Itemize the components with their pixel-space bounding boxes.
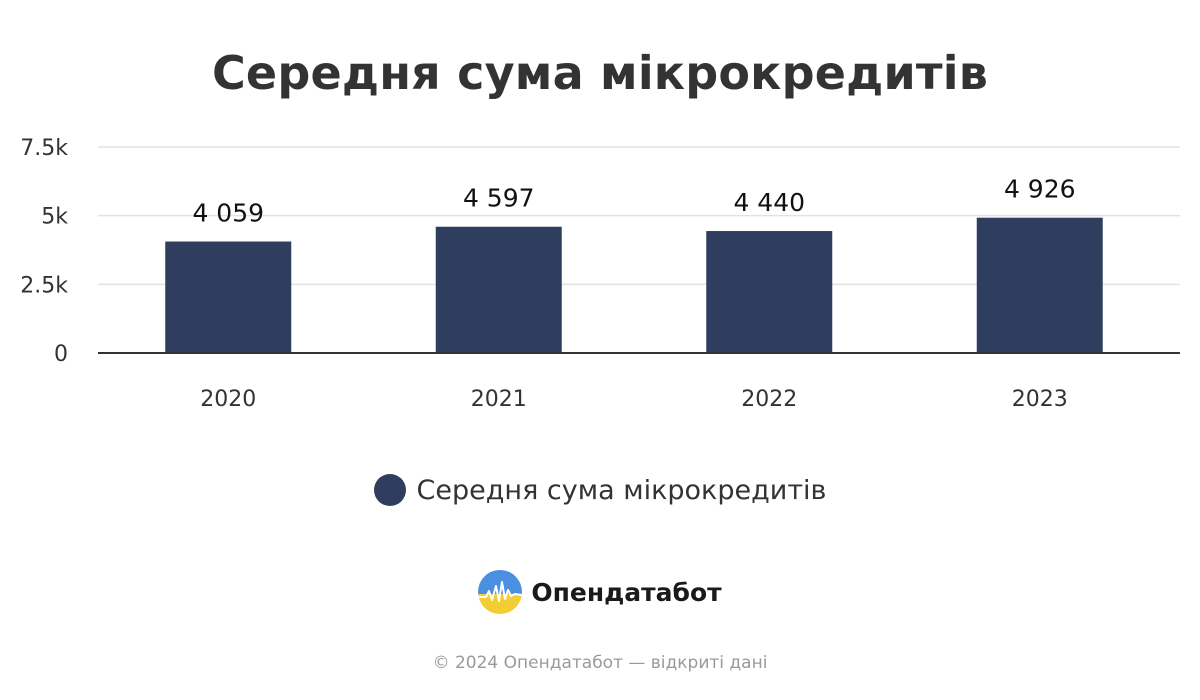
y-tick-label: 5k [41,205,68,230]
data-label: 4 926 [1004,175,1076,204]
data-label: 4 597 [463,184,535,213]
bar[interactable] [435,226,562,353]
legend: Середня сума мікрокредитів [0,474,1200,506]
legend-label: Середня сума мікрокредитів [416,474,827,506]
legend-item[interactable]: Середня сума мікрокредитів [373,474,827,506]
opendatabot-logo-icon [478,570,523,614]
y-tick-label: 7.5k [20,136,68,161]
x-tick-label: 2023 [1012,387,1068,412]
logo: Опендатабот [0,570,1200,614]
bar[interactable] [165,241,292,353]
bar[interactable] [706,231,833,353]
y-tick-label: 0 [54,342,68,367]
logo-text: Опендатабот [531,577,722,607]
x-tick-label: 2020 [200,387,256,412]
y-tick-label: 2.5k [20,273,68,298]
x-tick-label: 2022 [741,387,797,412]
bar[interactable] [976,217,1103,353]
data-label: 4 059 [192,199,264,228]
legend-marker-icon [373,474,406,506]
chart-title: Середня сума мікрокредитів [211,46,989,100]
data-label: 4 440 [733,188,805,217]
footer-copyright: © 2024 Опендатабот — відкриті дані [432,653,768,673]
x-tick-label: 2021 [471,387,527,412]
bar-chart: 0 2.5k 5k 7.5k 4 059 2020 4 597 2021 4 440 2022 4 … [20,136,1180,412]
